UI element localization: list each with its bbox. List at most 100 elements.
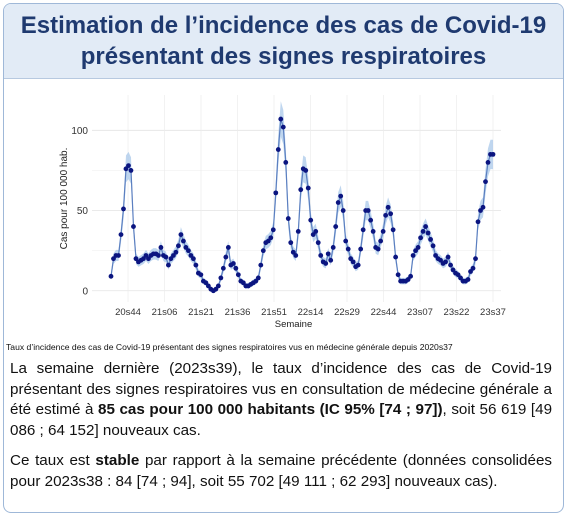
data-point xyxy=(480,204,486,210)
data-point xyxy=(323,261,329,266)
data-point xyxy=(368,217,374,223)
data-point xyxy=(423,224,428,229)
data-point xyxy=(425,230,431,236)
data-point xyxy=(388,211,394,217)
x-tick-label: 22s44 xyxy=(371,307,397,318)
data-point xyxy=(131,224,136,229)
data-point xyxy=(485,159,491,165)
data-point xyxy=(390,227,396,233)
data-point xyxy=(375,246,381,252)
data-point xyxy=(158,245,164,250)
data-point xyxy=(380,228,386,234)
plot-panel xyxy=(92,95,501,302)
data-point xyxy=(410,253,416,258)
data-point xyxy=(395,272,401,278)
data-point xyxy=(293,253,299,258)
data-point xyxy=(255,275,261,281)
p1-text-a: La semaine dernière (2023s39), le taux d… xyxy=(10,360,552,418)
data-point xyxy=(378,238,384,244)
data-point xyxy=(198,272,204,278)
data-point xyxy=(325,251,331,257)
data-point xyxy=(121,206,126,212)
data-point xyxy=(345,246,351,252)
data-point xyxy=(288,240,294,246)
y-tick-label: 50 xyxy=(77,206,89,217)
data-point xyxy=(318,253,324,258)
data-point xyxy=(408,273,414,279)
data-point xyxy=(358,246,364,252)
data-point xyxy=(350,259,356,265)
data-point xyxy=(428,237,433,242)
p2-text-a: Ce taux est xyxy=(10,452,96,469)
data-point xyxy=(181,238,186,244)
data-point xyxy=(225,245,231,250)
data-point xyxy=(338,193,344,199)
data-point xyxy=(333,224,339,229)
data-point xyxy=(235,272,241,278)
page-title-line2: présentant des signes respiratoires xyxy=(80,43,487,70)
x-tick-label: 23s22 xyxy=(444,307,470,318)
y-tick-label: 0 xyxy=(82,286,88,297)
data-point xyxy=(156,253,161,258)
data-point xyxy=(193,262,199,268)
data-point xyxy=(233,265,239,271)
x-tick-label: 21s36 xyxy=(225,307,251,318)
data-point xyxy=(218,275,224,281)
data-point xyxy=(473,256,478,262)
y-tick-label: 100 xyxy=(71,126,88,137)
page-title: Estimation de l’incidence des cas de Cov… xyxy=(21,10,547,72)
data-point xyxy=(285,216,291,221)
data-point xyxy=(173,249,179,255)
data-point xyxy=(415,245,421,250)
data-point xyxy=(340,208,346,213)
data-point xyxy=(370,228,376,234)
data-point xyxy=(126,163,131,169)
data-point xyxy=(176,243,181,249)
data-point xyxy=(230,261,236,266)
x-tick-label: 22s29 xyxy=(334,307,360,318)
data-point xyxy=(260,248,266,254)
data-point xyxy=(190,256,196,262)
data-point xyxy=(215,283,221,289)
data-point xyxy=(295,228,301,234)
data-point xyxy=(166,262,171,268)
data-point xyxy=(445,254,451,260)
data-point xyxy=(278,116,284,122)
data-point xyxy=(343,238,349,244)
data-point xyxy=(163,254,169,260)
incidence-chart: 0 50 100 20s44 21s06 21s21 21s36 21s51 22s14 22s2… xyxy=(59,95,506,330)
data-point xyxy=(483,179,488,185)
data-point xyxy=(220,265,226,271)
data-point xyxy=(128,168,134,173)
data-point xyxy=(328,257,334,263)
data-point xyxy=(303,168,309,173)
data-point xyxy=(116,253,121,258)
data-point xyxy=(280,124,286,130)
data-point xyxy=(313,228,319,234)
paragraph-trend: Ce taux est stable par rapport à la sema… xyxy=(10,451,552,492)
x-tick-label: 20s44 xyxy=(115,307,141,318)
data-point xyxy=(465,277,471,282)
title-banner: Estimation de l’incidence des cas de Cov… xyxy=(4,4,563,79)
data-point xyxy=(355,262,361,268)
data-point xyxy=(315,240,321,246)
y-axis-label: Cas pour 100 000 hab. xyxy=(59,148,70,250)
page-title-line1: Estimation de l’incidence des cas de Cov… xyxy=(20,12,547,39)
data-point xyxy=(185,248,191,254)
data-point xyxy=(178,232,184,238)
data-point xyxy=(275,147,281,152)
data-point xyxy=(360,227,366,233)
data-point xyxy=(365,208,371,213)
data-point xyxy=(393,254,399,260)
p1-highlight: 85 cas pour 100 000 habitants (IC 95% [7… xyxy=(98,401,443,418)
paragraph-last-week: La semaine dernière (2023s39), le taux d… xyxy=(10,359,552,441)
data-point xyxy=(470,265,476,271)
data-point xyxy=(258,262,264,268)
x-tick-label: 21s51 xyxy=(261,307,287,318)
data-point xyxy=(420,228,426,234)
data-point xyxy=(330,245,336,250)
data-point xyxy=(268,235,274,241)
chart-caption: Taux d’incidence des cas de Covid-19 pré… xyxy=(6,342,453,352)
data-point xyxy=(418,235,423,241)
data-point xyxy=(383,212,389,218)
